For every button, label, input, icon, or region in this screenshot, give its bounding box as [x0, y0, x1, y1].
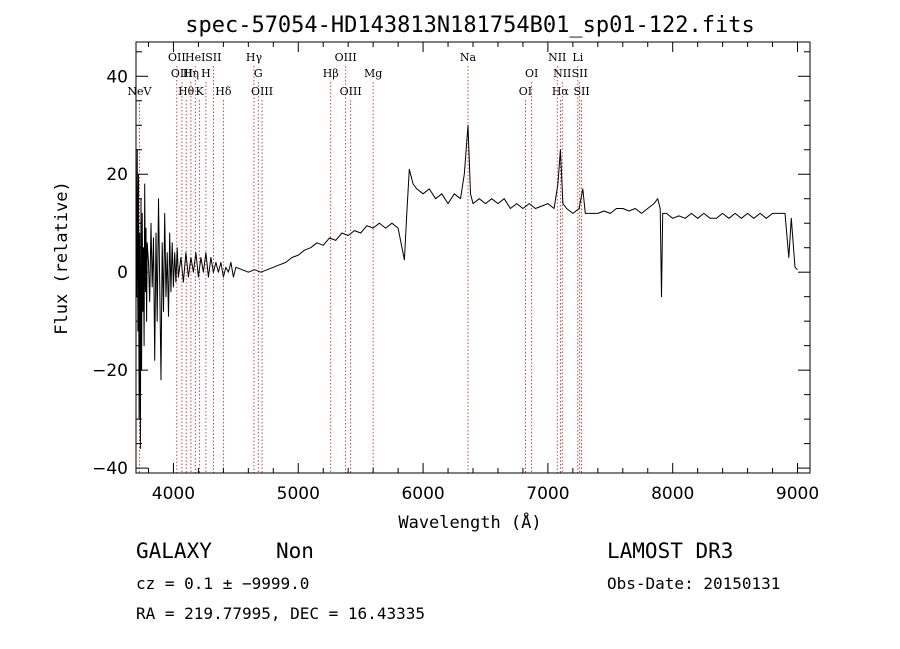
line-marker-label: OIII — [171, 67, 193, 80]
y-axis-label: Flux (relative) — [52, 181, 72, 335]
x-tick-label: 4000 — [152, 484, 195, 504]
x-tick-label: 6000 — [401, 484, 444, 504]
line-marker-label: SII — [205, 51, 221, 64]
spectrum-series — [135, 124, 798, 449]
y-axis: −40 −20 0 20 40 — [92, 51, 810, 479]
line-marker-label: H — [201, 67, 211, 80]
coordinates-readout: RA = 219.77995, DEC = 16.43335 — [136, 604, 425, 623]
x-tick-label: 5000 — [277, 484, 320, 504]
spectrum-line — [135, 124, 798, 449]
line-marker-label: Hθ — [178, 85, 195, 98]
redshift-readout: cz = 0.1 ± −9999.0 — [136, 574, 309, 593]
x-tick-label: 9000 — [776, 484, 819, 504]
observation-date: Obs-Date: 20150131 — [607, 574, 780, 593]
line-marker-label: OIII — [251, 85, 273, 98]
line-marker-label: NeV — [127, 85, 152, 98]
line-marker-label: Hδ — [215, 85, 232, 98]
line-marker-label: OI — [519, 85, 532, 98]
line-marker-label: Na — [460, 51, 477, 64]
y-tick-label: −40 — [92, 459, 128, 479]
y-tick-label: 20 — [106, 165, 128, 185]
x-axis: 4000 5000 6000 7000 8000 9000 — [147, 42, 819, 504]
chart-title: spec-57054-HD143813N181754B01_sp01-122.f… — [185, 13, 755, 38]
line-marker-label: SII — [573, 85, 589, 98]
line-marker-label: SII — [572, 67, 588, 80]
y-tick-label: 0 — [117, 263, 128, 283]
survey-name: LAMOST DR3 — [607, 539, 733, 563]
line-marker-label: HeI — [185, 51, 205, 64]
line-marker-label: Hβ — [323, 67, 339, 80]
line-marker-label: Hα — [552, 85, 570, 98]
line-marker-label: Hγ — [246, 51, 263, 64]
line-marker-label: OIII — [335, 51, 357, 64]
line-marker-label: NII — [553, 67, 571, 80]
line-marker-label: NII — [548, 51, 566, 64]
x-tick-label: 7000 — [526, 484, 569, 504]
line-marker-label: K — [196, 85, 205, 98]
y-tick-label: −20 — [92, 361, 128, 381]
y-tick-label: 40 — [106, 67, 128, 87]
plot-frame — [135, 41, 811, 474]
line-marker-label: OIII — [340, 85, 362, 98]
emission-line-markers: NeVOIIOIIIHθHηHeIKHSIIHδHγGOIIIHβOIIIOII… — [127, 51, 590, 473]
object-class: GALAXY — [136, 539, 212, 563]
line-marker-label: Mg — [364, 67, 382, 80]
line-marker-label: OI — [525, 67, 538, 80]
line-marker-label: Hη — [183, 67, 199, 80]
line-marker-label: Li — [572, 51, 583, 64]
x-axis-label: Wavelength (Å) — [398, 511, 541, 533]
object-subclass: Non — [276, 539, 314, 563]
line-marker-label: OII — [168, 51, 186, 64]
x-tick-label: 8000 — [651, 484, 694, 504]
line-marker-label: G — [254, 67, 263, 80]
